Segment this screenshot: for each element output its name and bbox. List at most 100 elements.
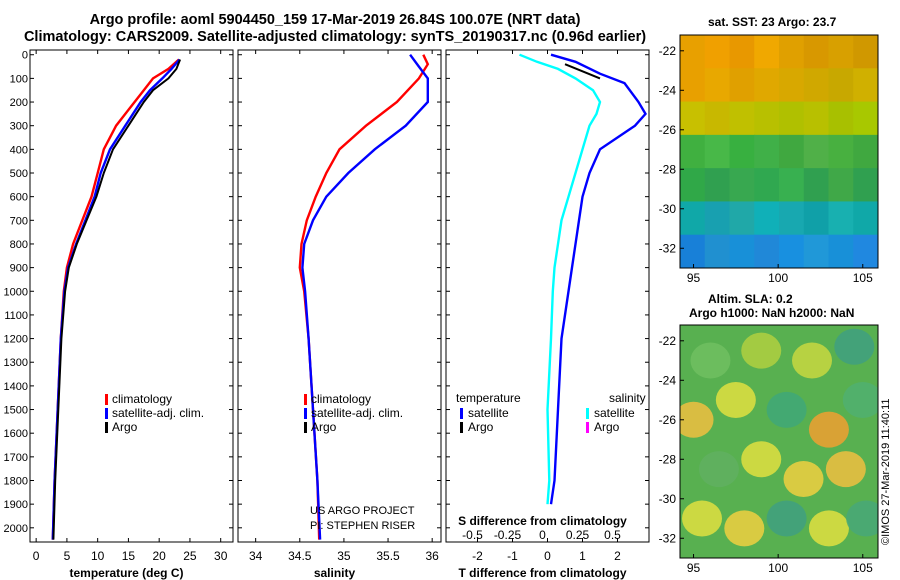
x-tick-label: 0: [544, 549, 551, 563]
figure-title-line2: Climatology: CARS2009. Satellite-adjuste…: [23, 29, 647, 45]
sst-cell: [754, 68, 780, 103]
sst-cell: [754, 201, 780, 236]
depth-tick-label: 700: [10, 215, 28, 227]
sst-cell: [853, 201, 878, 236]
sst-cell: [680, 101, 706, 136]
x2-axis-label: S difference from climatology: [458, 514, 627, 528]
sla-blob: [808, 411, 849, 448]
imos-timestamp: ©IMOS 27-Mar-2019 11:40:11: [880, 398, 892, 546]
plot-frame: [237, 49, 442, 543]
legend-label: satellite: [594, 406, 635, 420]
x-tick-label: 34: [249, 549, 263, 563]
sla-blob: [783, 461, 824, 498]
x-tick-label: 34.5: [288, 549, 312, 563]
sst-cell: [803, 201, 830, 236]
sst-cell: [803, 35, 830, 70]
series-line-satellite-adj-clim-: [51, 58, 181, 540]
sst-cell: [729, 68, 756, 103]
series-line-t-satellite: [549, 53, 647, 505]
series-line-s-satellite: [519, 53, 602, 505]
depth-tick-label: 1800: [4, 476, 28, 488]
legend-label: Argo: [311, 420, 337, 434]
depth-tick-label: 1900: [4, 499, 28, 511]
x-tick-label: 15: [122, 549, 136, 563]
map-lat-label: -26: [659, 123, 677, 137]
depth-tick-label: 800: [10, 239, 28, 251]
depth-tick-label: 100: [10, 73, 28, 85]
map-lat-label: -28: [659, 452, 677, 466]
sla-map-frame: [679, 324, 879, 559]
sst-cell: [779, 201, 805, 236]
sst-cell: [704, 35, 731, 70]
map-lon-label: 100: [768, 561, 788, 575]
x-tick-label: 2: [614, 549, 621, 563]
sst-cell: [803, 168, 830, 203]
sst-cell: [754, 134, 780, 170]
sst-map-image: [680, 35, 878, 268]
sst-cell: [828, 134, 855, 170]
depth-tick-label: 1700: [4, 452, 28, 464]
sst-map-title: sat. SST: 23 Argo: 23.7: [708, 15, 837, 29]
sla-blob: [792, 342, 832, 379]
depth-tick-label: 1500: [4, 405, 28, 417]
map-lon-label: 105: [853, 561, 873, 575]
legend-label: climatology: [311, 392, 371, 406]
sst-cell: [680, 134, 706, 170]
annotation-text: PI: STEPHEN RISER: [310, 520, 415, 532]
legend-label: Argo: [594, 420, 620, 434]
sla-blob: [766, 391, 807, 428]
depth-tick-label: 300: [10, 121, 28, 133]
sst-cell: [779, 134, 805, 170]
x2-tick-label: 0.25: [566, 528, 590, 542]
sst-cell: [680, 35, 706, 70]
x-tick-label: 5: [64, 549, 71, 563]
x2-tick-label: 0: [539, 528, 546, 542]
sst-cell: [779, 234, 805, 268]
series-line-climatology: [51, 58, 180, 540]
sla-map-title2: Argo h1000: NaN h2000: NaN: [689, 306, 855, 320]
depth-tick-label: 1300: [4, 357, 28, 369]
legend-title-temperature: temperature: [456, 391, 521, 405]
map-lat-label: -22: [659, 44, 677, 58]
legend-swatch: [105, 394, 108, 405]
sst-cell: [853, 168, 878, 203]
sst-cell: [853, 234, 878, 268]
map-lat-label: -30: [659, 492, 677, 506]
x2-tick-label: -0.5: [462, 528, 483, 542]
sst-cell: [754, 101, 780, 136]
map-lat-label: -32: [659, 241, 677, 255]
figure-title-line1: Argo profile: aoml 5904450_159 17-Mar-20…: [89, 12, 581, 28]
sla-blob: [741, 332, 782, 369]
sst-cell: [828, 68, 855, 103]
depth-tick-label: 1100: [4, 310, 28, 322]
sst-cell: [853, 134, 878, 170]
legend-swatch: [460, 422, 463, 433]
sst-cell: [779, 68, 805, 103]
x-axis-label: temperature (deg C): [69, 566, 183, 580]
x-tick-label: 36: [425, 549, 439, 563]
x-tick-label: 30: [214, 549, 228, 563]
sst-cell: [853, 68, 878, 103]
x-axis-label: T difference from climatology: [458, 566, 626, 580]
depth-tick-label: 2000: [4, 523, 28, 535]
legend-swatch: [460, 408, 463, 419]
sst-cell: [803, 68, 830, 103]
sla-blob: [698, 451, 739, 488]
depth-tick-label: 1200: [4, 334, 28, 346]
sst-cell: [729, 134, 756, 170]
x-tick-label: 10: [91, 549, 105, 563]
sst-cell: [729, 168, 756, 203]
sla-blob: [808, 510, 849, 547]
x-tick-label: 35.5: [376, 549, 400, 563]
legend-swatch: [304, 408, 307, 419]
sst-cell: [828, 168, 855, 203]
depth-tick-label: 1600: [4, 428, 28, 440]
series-line-t-argo: [564, 63, 601, 80]
legend-swatch: [586, 408, 589, 419]
sst-cell: [828, 35, 855, 70]
legend-label: satellite: [468, 406, 509, 420]
legend-title-salinity: salinity: [609, 391, 646, 405]
series-line-satellite-adj-clim-: [301, 53, 429, 540]
x-tick-label: -2: [472, 549, 483, 563]
sla-blob: [682, 500, 722, 537]
